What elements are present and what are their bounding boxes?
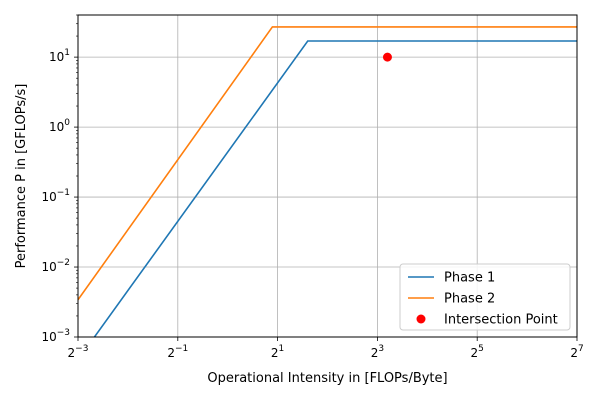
y-tick-label: 10−3: [41, 328, 70, 344]
series-line: [78, 26, 577, 301]
x-tick-label: 25: [471, 344, 484, 360]
y-axis-ticks: 10−3 10−2 10−1 100 101: [41, 14, 78, 344]
x-axis-ticks: 2−3 2−1 21 23 25 27: [68, 337, 584, 360]
x-axis-label: Operational Intensity in [FLOPs/Byte]: [207, 371, 447, 386]
legend-label: Intersection Point: [444, 313, 558, 328]
x-tick-label: 2−1: [167, 344, 188, 360]
legend-label: Phase 2: [444, 292, 495, 307]
x-tick-label: 23: [371, 344, 384, 360]
legend: Phase 1 Phase 2 Intersection Point: [399, 263, 571, 331]
legend-label: Phase 1: [444, 271, 495, 286]
x-tick-label: 21: [271, 344, 284, 360]
scatter-point: [382, 52, 392, 62]
y-tick-label: 101: [49, 48, 70, 64]
y-tick-label: 10−1: [41, 188, 70, 204]
y-axis-label: Performance P in [GFLOPs/s]: [14, 84, 29, 269]
y-tick-label: 100: [49, 118, 70, 134]
series-layer: [78, 26, 577, 337]
legend-box: [399, 263, 571, 331]
legend-swatch: [416, 314, 426, 324]
x-tick-label: 2−3: [68, 344, 89, 360]
series-line: [93, 40, 577, 337]
y-tick-label: 10−2: [41, 258, 70, 274]
x-tick-label: 27: [570, 344, 583, 360]
